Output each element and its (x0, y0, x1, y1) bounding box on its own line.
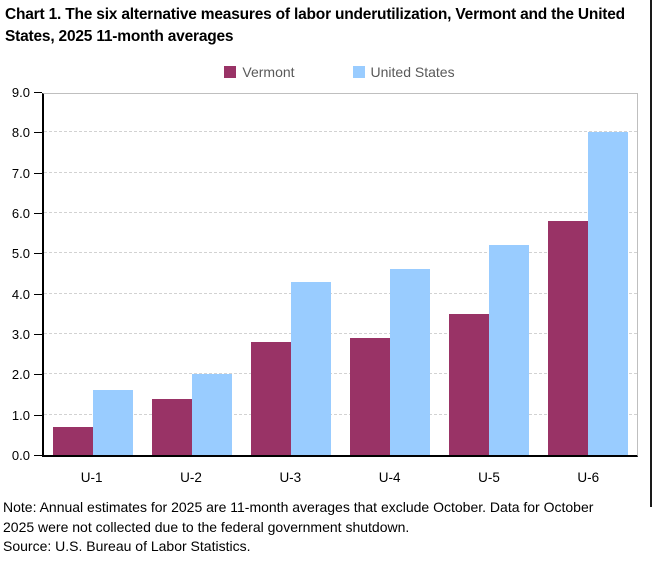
x-axis-label-u-2: U-2 (180, 470, 202, 485)
gridline (44, 292, 637, 294)
x-axis-label-u-6: U-6 (577, 470, 600, 485)
x-axis-label-u-1: U-1 (80, 470, 103, 485)
y-axis-tick (34, 253, 42, 255)
bar-u-6-vermont (548, 221, 588, 455)
y-axis-tick-label: 7.0 (11, 165, 30, 181)
y-axis-tick (34, 172, 42, 174)
gridline (44, 212, 637, 213)
bar-u-2-vermont (152, 398, 192, 455)
bar-u-1-united-states (93, 390, 133, 455)
x-axis-label-u-3: U-3 (279, 470, 302, 485)
source-line: Source: U.S. Bureau of Labor Statistics. (3, 538, 251, 554)
y-axis-tick (34, 213, 42, 214)
bar-u-3-vermont (251, 342, 291, 455)
x-axis-label-u-4: U-4 (378, 470, 401, 485)
y-axis-tick-label: 3.0 (11, 327, 30, 342)
legend-item-united-states: United States (352, 64, 455, 80)
y-axis-tick (34, 334, 42, 335)
bar-u-5-vermont (449, 313, 489, 455)
legend-item-vermont: Vermont (224, 64, 295, 80)
bar-u-6-united-states (588, 132, 628, 455)
y-axis-tick-label: 4.0 (11, 286, 30, 302)
y-axis-tick-label: 2.0 (11, 367, 30, 383)
gridline (44, 131, 637, 133)
legend-label: Vermont (242, 64, 295, 80)
bar-u-4-vermont (350, 338, 390, 455)
legend-swatch (352, 66, 365, 78)
y-axis-tick-label: 5.0 (11, 246, 30, 262)
bar-u-5-united-states (489, 245, 529, 455)
bar-u-2-united-states (192, 374, 232, 455)
chart-title: Chart 1. The six alternative measures of… (5, 6, 625, 46)
bar-u-1-vermont (53, 426, 93, 455)
note-line: Note: Annual estimates for 2025 are 11-m… (3, 499, 594, 515)
x-axis-labels: U-1 U-2 U-3 U-4 U-5 U-6 (42, 470, 638, 485)
plot-area (42, 93, 638, 457)
gridline (44, 413, 637, 415)
gridline (44, 373, 637, 375)
bar-u-3-united-states (291, 281, 331, 455)
legend-label: United States (370, 64, 455, 80)
gridline (44, 171, 637, 173)
page-edge-divider (650, 0, 652, 507)
x-axis-label-u-5: U-5 (478, 470, 500, 485)
bar-u-4-united-states (390, 269, 430, 455)
y-axis-tick (34, 132, 42, 134)
gridline (44, 333, 637, 334)
y-axis-tick-label: 1.0 (11, 407, 30, 423)
y-axis-tick (34, 92, 42, 93)
gridline (44, 252, 637, 254)
y-axis-tick-label: 0.0 (11, 448, 30, 463)
chart-legend: Vermont United States (42, 62, 637, 82)
y-axis-tick (34, 455, 42, 456)
y-axis-tick (34, 293, 42, 295)
y-axis-tick-label: 6.0 (11, 206, 30, 221)
legend-swatch (224, 66, 237, 78)
y-axis-tick-label: 8.0 (11, 125, 30, 141)
y-axis-tick (34, 414, 42, 416)
y-axis-tick-label: 9.0 (11, 85, 30, 100)
y-axis-tick (34, 374, 42, 376)
note-line: 2025 were not collected due to the feder… (3, 518, 410, 535)
footnote: Note: Annual estimates for 2025 are 11-m… (3, 498, 655, 557)
